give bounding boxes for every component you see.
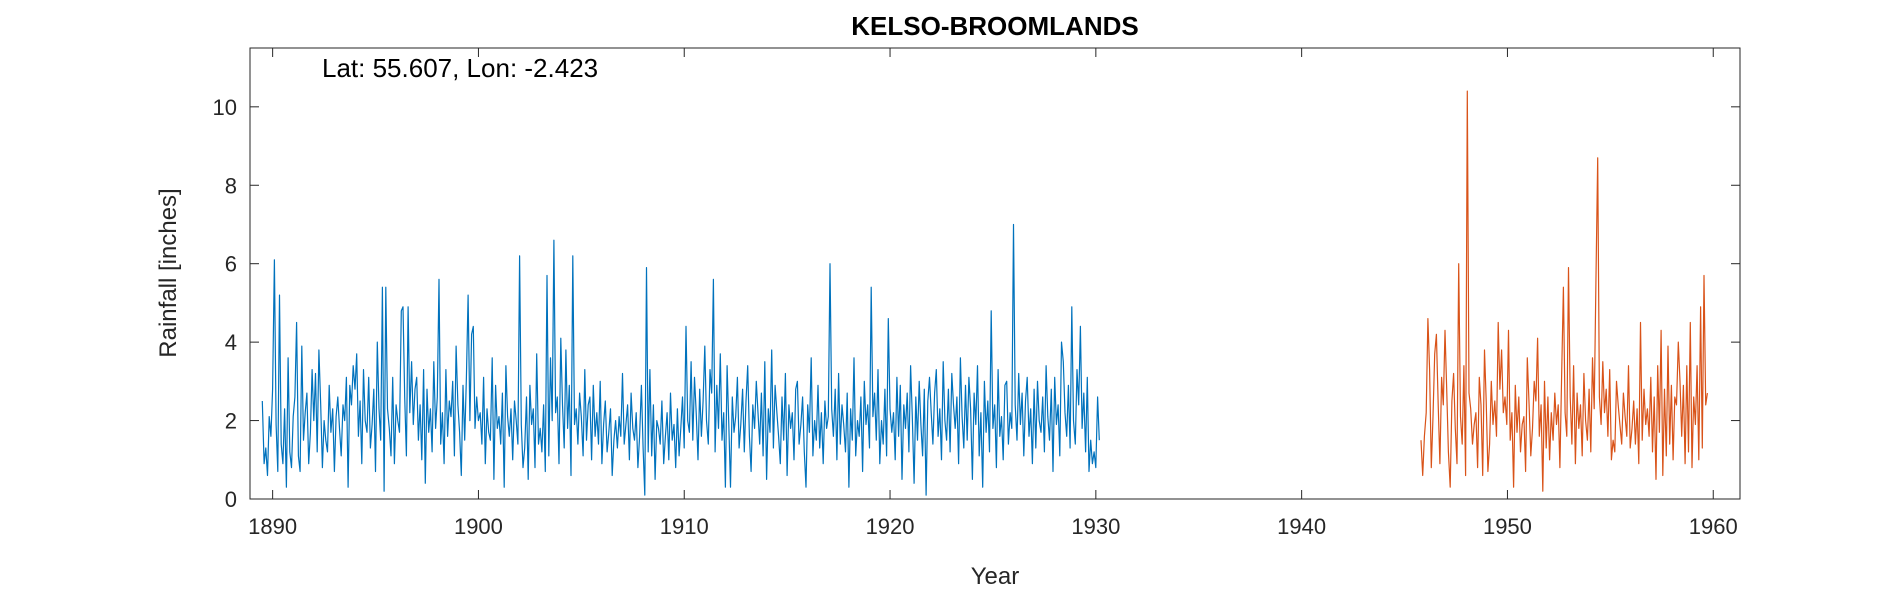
y-axis-label: Rainfall [inches] bbox=[155, 188, 182, 357]
y-tick-label: 4 bbox=[225, 330, 237, 355]
tick-layer: 1890 1900 1910 1920 1930 1940 1950 1960 0 2 4 6 8 10 bbox=[213, 48, 1740, 539]
location-annotation: Lat: 55.607, Lon: -2.423 bbox=[322, 53, 598, 83]
x-tick-label: 1930 bbox=[1071, 514, 1120, 539]
x-tick-label: 1960 bbox=[1689, 514, 1738, 539]
y-tick-label: 0 bbox=[225, 487, 237, 512]
y-tick-label: 10 bbox=[213, 95, 237, 120]
x-tick-label: 1910 bbox=[660, 514, 709, 539]
series-line-1 bbox=[261, 223, 1100, 496]
x-tick-label: 1950 bbox=[1483, 514, 1532, 539]
x-tick-label: 1940 bbox=[1277, 514, 1326, 539]
x-tick-label: 1890 bbox=[248, 514, 297, 539]
y-tick-label: 2 bbox=[225, 409, 237, 434]
series-line-2 bbox=[1420, 90, 1708, 492]
x-tick-label: 1900 bbox=[454, 514, 503, 539]
y-tick-label: 8 bbox=[225, 173, 237, 198]
axes-box bbox=[249, 47, 1741, 500]
y-tick-label: 6 bbox=[225, 252, 237, 277]
series-layer bbox=[261, 90, 1708, 496]
x-axis-label: Year bbox=[971, 563, 1020, 590]
x-tick-label: 1920 bbox=[866, 514, 915, 539]
chart-title: KELSO-BROOMLANDS bbox=[851, 11, 1138, 41]
